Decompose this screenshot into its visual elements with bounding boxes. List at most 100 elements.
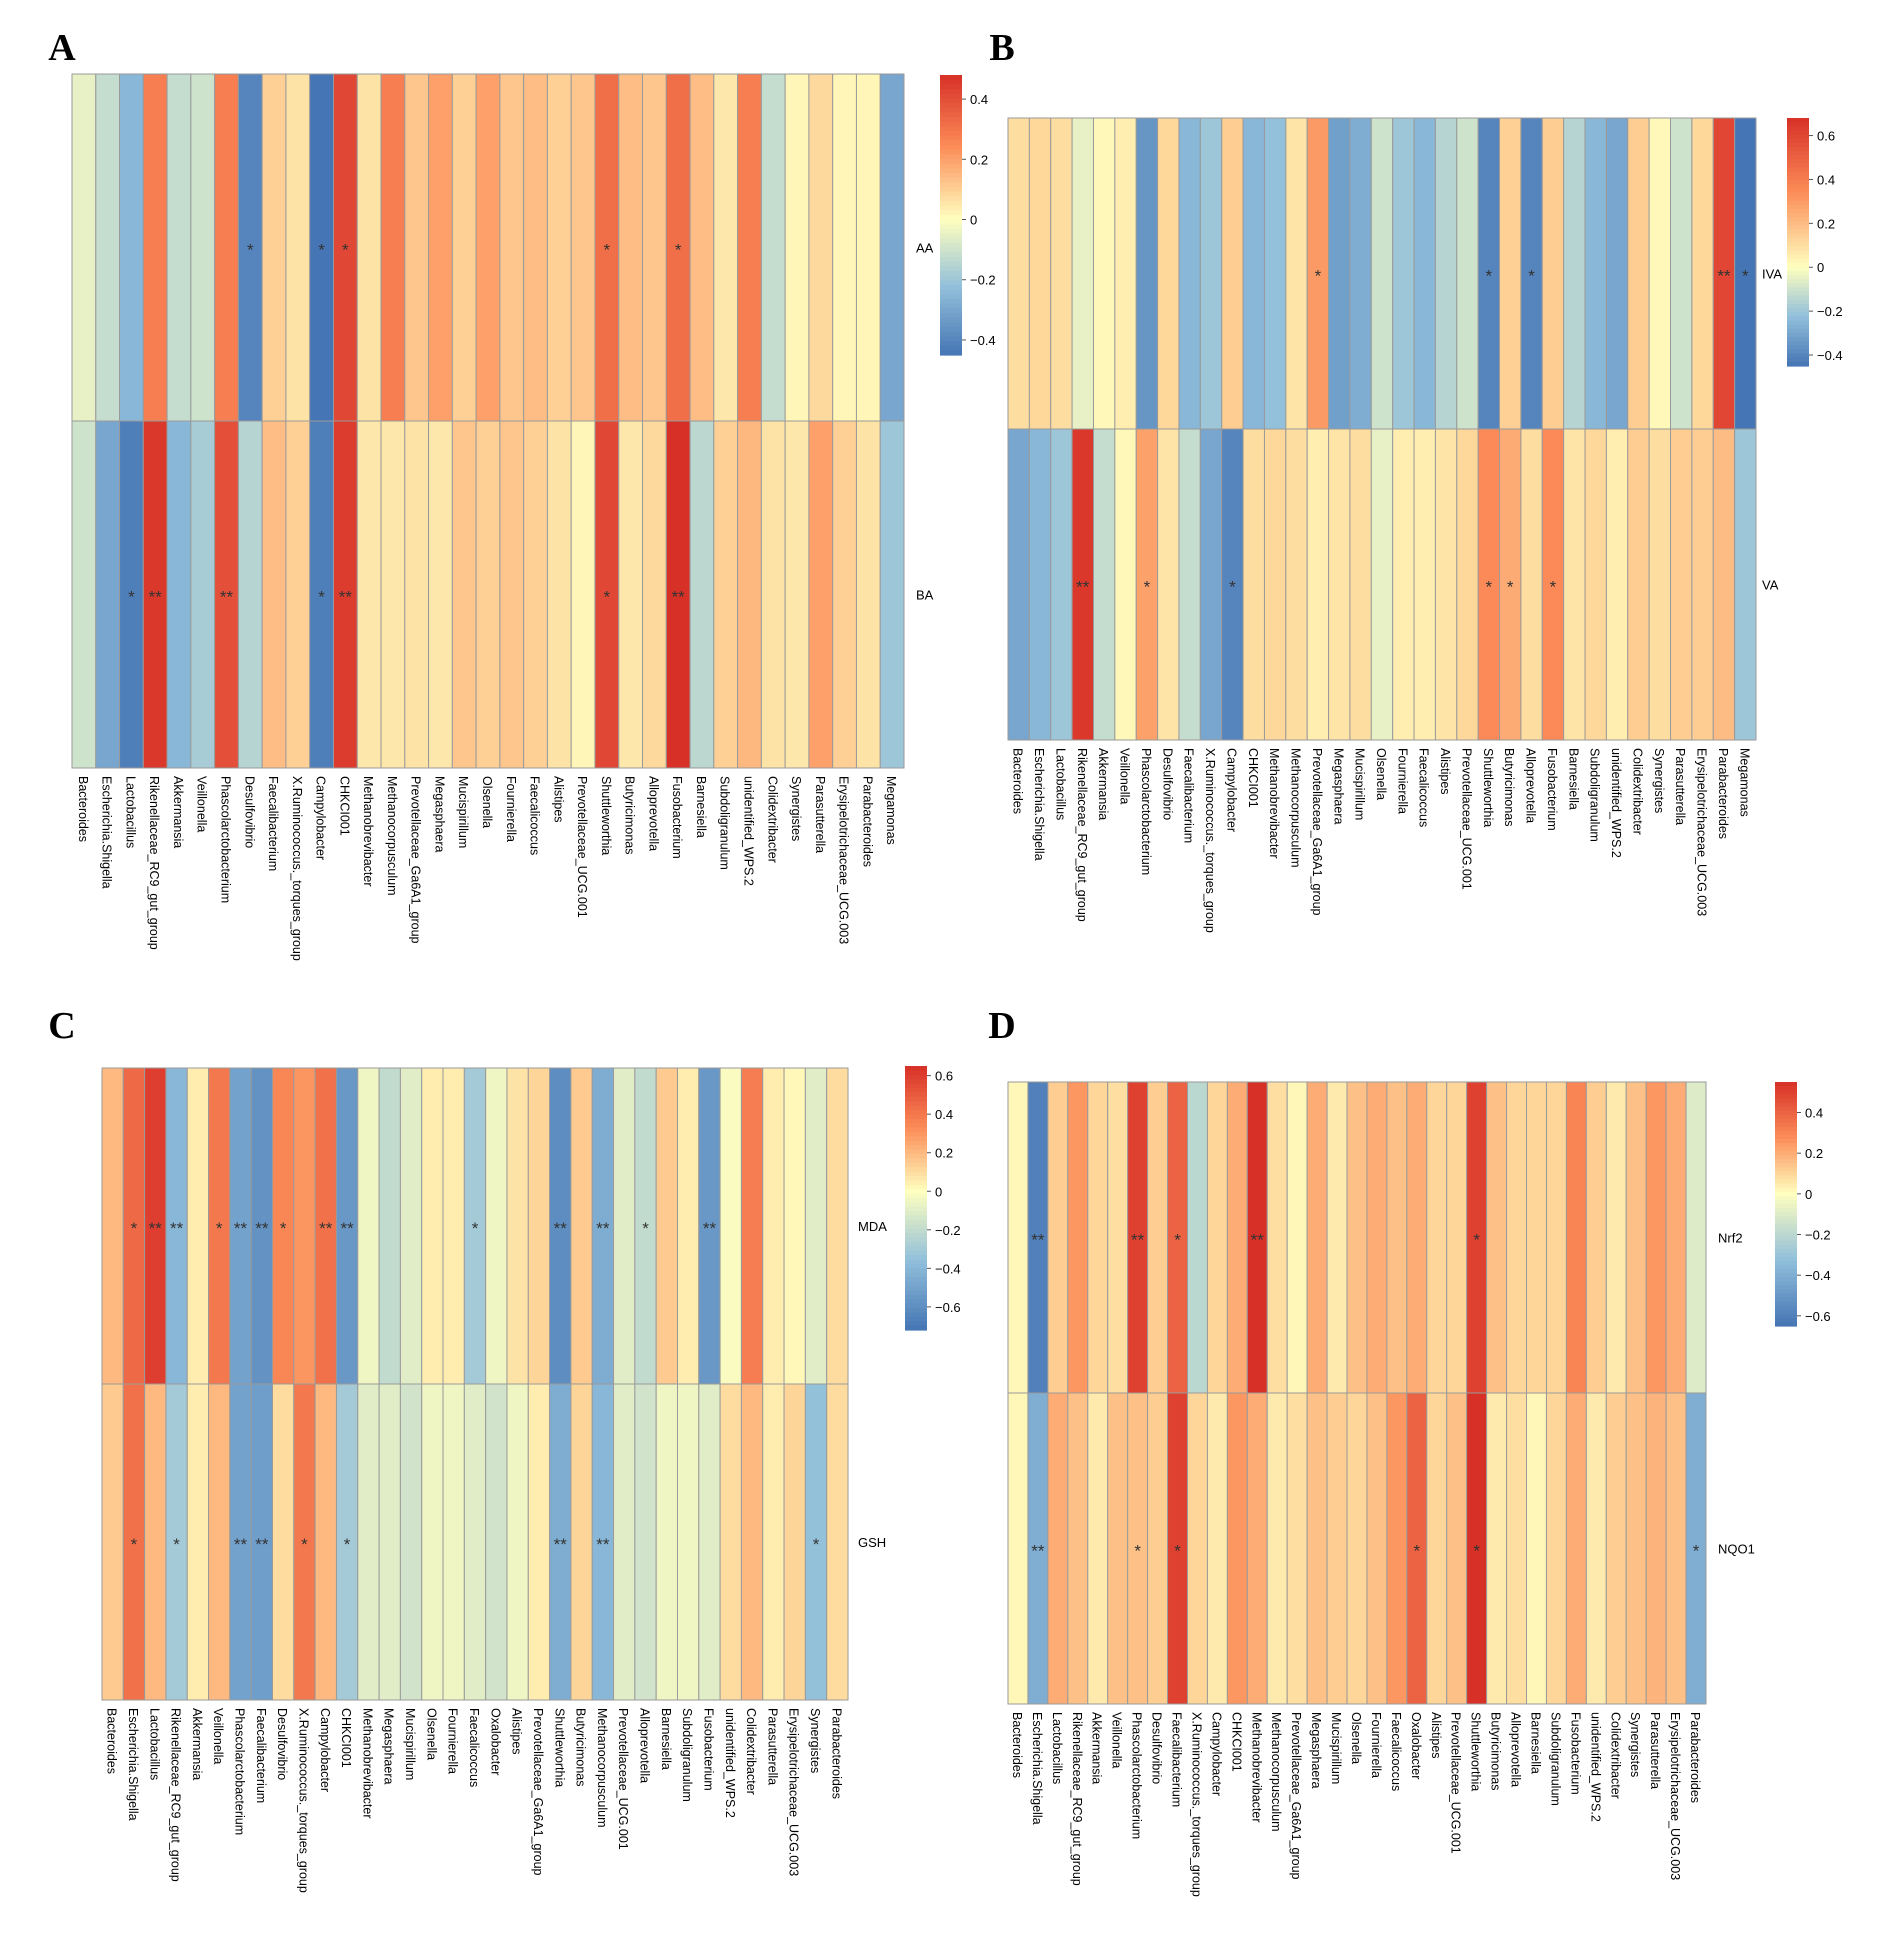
- panel-b-cell-iva-mucispirillum: [1349, 117, 1372, 430]
- panel-d-cell-nrf2-bacteroides: [1007, 1081, 1029, 1394]
- panel-c-cell-gsh-parasutterella: [762, 1383, 785, 1701]
- panel-d-colorbar-segment: [1775, 1256, 1797, 1262]
- panel-a-col-label-prevotellaceae-ucg-001: Prevotellaceae_UCG.001: [575, 776, 589, 918]
- panel-d-cell-nrf2-rikenellaceae-rc9-gut-group: [1067, 1081, 1089, 1394]
- panel-c-colorbar-segment: [905, 1250, 927, 1256]
- panel-b-col-label-desulfovibrio: Desulfovibrio: [1160, 748, 1174, 820]
- panel-c-cell-mda-oxalobacter: [485, 1067, 508, 1385]
- panel-d-cell-nqo1-erysipelotrichaceae-ucg-003: [1665, 1392, 1687, 1705]
- panel-c-cell-mda-bacteroides: [101, 1067, 124, 1385]
- panel-d-colorbar-segment: [1775, 1126, 1797, 1132]
- panel-c-colorbar-segment: [905, 1312, 927, 1318]
- panel-b-cell-va-prevotellaceae-ucg-001: [1456, 428, 1479, 741]
- panel-c-colorbar-segment: [905, 1321, 927, 1327]
- panel-c-cell-gsh-campylobacter: [314, 1383, 337, 1701]
- panel-b-colorbar-segment: [1787, 204, 1809, 210]
- panel-c-cell-mda-parabacteroides: [826, 1067, 849, 1385]
- panel-c-col-label-x-ruminococcus-torques-group: X.Ruminococcus._torques_group: [296, 1708, 310, 1893]
- panel-c-colorbar-segment: [905, 1132, 927, 1137]
- panel-a-cell-ba-alistipes: [546, 420, 572, 769]
- panel-c-cell-gsh-butyricimonas: [570, 1383, 593, 1701]
- panel-d-cell-nqo1-akkermansia: [1087, 1392, 1109, 1705]
- panel-c-colorbar-segment: [905, 1167, 927, 1173]
- panel-a-cell-aa-alloprevotella: [642, 73, 667, 422]
- panel-b-cell-va-unidentified-wps-2: [1605, 428, 1629, 741]
- panel-d-colorbar-segment: [1775, 1252, 1797, 1258]
- panel-c-colorbar-segment: [905, 1202, 927, 1208]
- panel-d-colorbar-segment: [1775, 1212, 1797, 1217]
- panel-d-colorbar-segment: [1775, 1204, 1797, 1209]
- panel-c: C* ** ** * ** ** * ** ** * ** ** * *** * ** ** * * ** ** *MDA…: [48, 1005, 960, 1893]
- panel-c-cell-gsh-olsenella: [421, 1383, 444, 1701]
- panel-a-cell-ba-prevotellaceae-ucg-001: [570, 420, 596, 769]
- panel-c-cell-gsh-lactobacillus: [144, 1383, 167, 1701]
- panel-b-cell-iva-fusobacterium: [1541, 117, 1565, 430]
- panel-a-col-label-bacteroides: Bacteroides: [76, 776, 90, 842]
- panel-b-colorbar-segment: [1787, 275, 1809, 280]
- panel-b-col-label-alistipes: Alistipes: [1438, 748, 1452, 795]
- panel-d-cell-nrf2-colidextribacter: [1605, 1081, 1627, 1394]
- panel-d-colorbar-segment: [1775, 1297, 1797, 1303]
- panel-a-col-label-akkermansia: Akkermansia: [171, 776, 185, 848]
- panel-d-colorbar-segment: [1775, 1082, 1797, 1087]
- panel-b-col-label-methanocorpusculum: Methanocorpusculum: [1289, 748, 1303, 868]
- panel-a-sig-ba-lactobacillus: *: [128, 588, 135, 607]
- panel-b-colorbar-segment: [1787, 295, 1809, 301]
- panel-c-colorbar-segment: [905, 1180, 927, 1186]
- panel-a-cell-aa-lactobacillus: [119, 73, 144, 422]
- panel-a-colorbar-segment: [940, 121, 962, 127]
- panel-c-col-label-escherichia-shigella: Escherichia.Shigella: [126, 1708, 140, 1821]
- panel-d-cell-nqo1-synergistes: [1625, 1392, 1647, 1705]
- panel-b-cell-iva-fournierella: [1392, 117, 1415, 430]
- panel-b-cell-iva-subdoligranulum: [1584, 117, 1607, 430]
- panel-a-colorbar-segment: [940, 191, 962, 197]
- panel-c-cell-mda-erysipelotrichaceae-ucg-003: [783, 1067, 806, 1385]
- panel-d-colorbar-tick-label: −0.6: [1805, 1309, 1831, 1324]
- panel-c-col-label-veillonella: Veillonella: [211, 1708, 225, 1764]
- panel-a-cell-aa-alistipes: [546, 73, 572, 422]
- panel-a-cell-ba-faecalibacterium: [261, 420, 287, 769]
- panel-a-cell-aa-colidextribacter: [760, 73, 786, 422]
- panel-d-col-label-methanobrevibacter: Methanobrevibacter: [1249, 1712, 1263, 1822]
- panel-c-col-label-butyricimonas: Butyricimonas: [574, 1708, 588, 1787]
- panel-c-colorbar-segment: [905, 1145, 927, 1151]
- panel-d-colorbar-segment: [1775, 1301, 1797, 1307]
- panel-d-colorbar-segment: [1775, 1167, 1797, 1173]
- panel-d-colorbar-segment: [1775, 1313, 1797, 1319]
- panel-d-colorbar-tick-label: 0.2: [1805, 1146, 1823, 1161]
- panel-a-col-label-fournierella: Fournierella: [504, 776, 518, 842]
- panel-b-colorbar-segment: [1787, 266, 1809, 272]
- panel-c-cell-gsh-alloprevotella: [634, 1383, 657, 1701]
- panel-a-cell-ba-prevotellaceae-ga6a1-group: [404, 420, 430, 769]
- panel-c-cell-mda-barnesiella: [655, 1067, 678, 1385]
- panel-c-colorbar-segment: [905, 1286, 927, 1291]
- panel-d-colorbar-segment: [1775, 1151, 1797, 1156]
- panel-a-col-label-unidentified-wps-2: unidentified_WPS.2: [741, 776, 755, 886]
- panel-d-cell-nqo1-lactobacillus: [1047, 1392, 1069, 1705]
- panel-d-letter: D: [988, 1005, 1015, 1047]
- panel-b-col-label-bacteroides: Bacteroides: [1011, 748, 1025, 814]
- panel-c-col-label-faecalicoccus: Faecalicoccus: [467, 1708, 481, 1787]
- panel-d-cell-nrf2-methanocorpusculum: [1266, 1081, 1288, 1394]
- panel-a-colorbar-segment: [940, 345, 962, 351]
- panel-a-cell-aa-butyricimonas: [618, 73, 644, 422]
- panel-a-colorbar-segment: [940, 247, 962, 253]
- panel-a-colorbar-segment: [940, 210, 962, 216]
- panel-c-sig-gsh-shuttleworthia: **: [554, 1535, 568, 1554]
- panel-c-colorbar-tick-label: −0.2: [935, 1223, 961, 1238]
- panel-b-colorbar-segment: [1787, 242, 1809, 247]
- panel-b-col-label-unidentified-wps-2: unidentified_WPS.2: [1609, 748, 1623, 858]
- panel-d-colorbar-segment: [1775, 1208, 1797, 1213]
- panel-a-colorbar-segment: [940, 112, 962, 118]
- panel-c-colorbar-segment: [905, 1140, 927, 1146]
- panel-c-col-label-erysipelotrichaceae-ucg-003: Erysipelotrichaceae_UCG.003: [787, 1708, 801, 1876]
- panel-d-col-label-unidentified-wps-2: unidentified_WPS.2: [1588, 1712, 1602, 1822]
- panel-a-col-label-x-ruminococcus-torques-group: X.Ruminococcus._torques_group: [290, 776, 304, 961]
- panel-b-colorbar-tick-label: 0.2: [1817, 216, 1835, 231]
- panel-a-colorbar-segment: [940, 261, 962, 267]
- panel-a-colorbar-segment: [940, 331, 962, 337]
- panel-d-col-label-rikenellaceae-rc9-gut-group: Rikenellaceae_RC9_gut_group: [1070, 1712, 1084, 1886]
- panel-c-col-label-barnesiella: Barnesiella: [659, 1708, 673, 1770]
- panel-c-sig-mda-escherichia-shigella: *: [131, 1219, 138, 1238]
- panel-b-col-label-prevotellaceae-ga6a1-group: Prevotellaceae_Ga6A1_group: [1310, 748, 1324, 916]
